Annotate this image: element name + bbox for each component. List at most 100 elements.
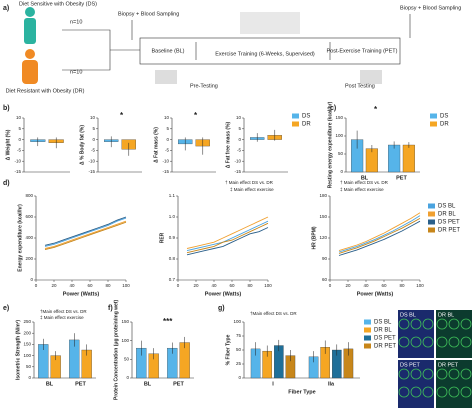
y-tick-label: 150 (335, 115, 343, 120)
exercise-icon (240, 12, 300, 34)
y-tick-label: -10 (234, 158, 241, 163)
legend-swatch (292, 121, 299, 127)
fiber (436, 318, 448, 330)
y-tick-label: 100 (335, 133, 343, 138)
connector (62, 29, 140, 71)
x-tick-label: I (272, 381, 274, 387)
fiber (398, 336, 410, 348)
legend-swatch (428, 211, 435, 217)
y-tick-label: -15 (234, 169, 241, 174)
y-tick-label: 0 (238, 137, 241, 142)
legend-swatch (364, 319, 371, 325)
line (44, 221, 127, 250)
x-tick-label: 40 (363, 283, 369, 288)
fiber (422, 386, 434, 398)
y-tick-label: -5 (165, 148, 169, 153)
group-label: Diet Sensitive with Obesity (DS) (19, 1, 97, 7)
legend-label: DS (302, 114, 310, 120)
legend-swatch (364, 335, 371, 341)
line (44, 220, 127, 249)
y-tick-label: 0 (126, 375, 129, 380)
y-axis-label: Protein Concentration (μg protein/mg wet… (113, 300, 119, 401)
y-tick-label: 0 (18, 137, 21, 142)
y-tick-label: 250 (23, 319, 31, 324)
person-icon (22, 60, 38, 84)
bar (402, 144, 415, 173)
person-icon (25, 7, 35, 17)
y-tick-label: 0.7 (169, 277, 176, 282)
panel-label: d) (3, 180, 10, 187)
fiber (448, 368, 460, 380)
microscopy-image (398, 360, 434, 408)
y-tick-label: 0 (166, 137, 169, 142)
x-tick-label: 40 (211, 283, 217, 288)
x-tick-label: IIa (328, 381, 335, 387)
y-tick-label: -15 (88, 169, 95, 174)
x-tick-label: 20 (345, 283, 351, 288)
y-tick-label: 600 (25, 214, 33, 219)
x-tick-label: 40 (69, 283, 75, 288)
y-tick-label: -10 (88, 158, 95, 163)
y-tick-label: 0 (30, 277, 33, 282)
y-tick-label: -5 (91, 148, 95, 153)
x-tick-label: 20 (193, 283, 199, 288)
fiber (436, 386, 448, 398)
microscopy-image (436, 310, 472, 358)
x-tick-label: 0 (35, 283, 38, 288)
y-tick-label: 1.0 (169, 214, 176, 219)
y-tick-label: 10 (164, 115, 170, 120)
legend-label: DR BL (374, 328, 392, 334)
fiber (448, 336, 460, 348)
y-tick-label: 200 (23, 330, 31, 335)
annotation: ‡ Main effect exercise (340, 187, 384, 192)
y-tick-label: 800 (25, 193, 33, 198)
microscopy-image (398, 310, 434, 358)
fiber (398, 386, 410, 398)
y-tick-label: -15 (14, 169, 21, 174)
x-axis-label: Power (Watts) (205, 291, 242, 297)
biopsy-label: Biopsy + Blood Sampling (118, 11, 179, 17)
n-label: n=10 (70, 69, 82, 75)
y-axis-label: RER (159, 232, 165, 243)
annotation: * (120, 111, 124, 120)
legend-label: DR PET (374, 344, 396, 350)
annotation: †Main effect DS vs. DR (250, 311, 297, 316)
fiber (398, 368, 410, 380)
x-tick-label: 20 (51, 283, 57, 288)
image-label: DR PET (438, 362, 459, 368)
legend-swatch (428, 203, 435, 209)
legend-swatch (428, 219, 435, 225)
x-tick-label: 80 (105, 283, 111, 288)
x-axis-label: Power (Watts) (63, 291, 100, 297)
y-tick-label: -5 (17, 148, 21, 153)
y-tick-label: 180 (319, 193, 327, 198)
fiber (422, 318, 434, 330)
y-tick-label: 400 (25, 235, 33, 240)
x-tick-label: PET (75, 381, 86, 387)
x-axis-label: Power (Watts) (357, 291, 394, 297)
testing-icon (360, 70, 382, 84)
phase-label: Post-Exercise Training (PET) (327, 48, 398, 54)
fiber (436, 368, 448, 380)
fiber (460, 386, 472, 398)
y-tick-label: 200 (25, 256, 33, 261)
line (338, 218, 421, 254)
x-tick-label: BL (46, 381, 54, 387)
x-tick-label: 0 (177, 283, 180, 288)
x-tick-label: PET (396, 175, 407, 181)
y-axis-label: HR (BPM) (311, 226, 317, 249)
y-tick-label: 100 (121, 338, 129, 343)
y-axis-label: Δ % Body fat (%) (79, 125, 85, 165)
y-tick-label: 10 (236, 115, 242, 120)
x-tick-label: 80 (399, 283, 405, 288)
person-icon (25, 49, 35, 59)
line (44, 216, 127, 246)
bar (388, 144, 401, 173)
biopsy-label: Biopsy + Blood Sampling (400, 5, 461, 11)
x-tick-label: 60 (381, 283, 387, 288)
y-axis-label: Δ Fat mass (%) (153, 127, 159, 163)
annotation: ‡ Main effect exercise (230, 187, 274, 192)
y-tick-label: 150 (23, 342, 31, 347)
y-tick-label: 5 (238, 126, 241, 131)
